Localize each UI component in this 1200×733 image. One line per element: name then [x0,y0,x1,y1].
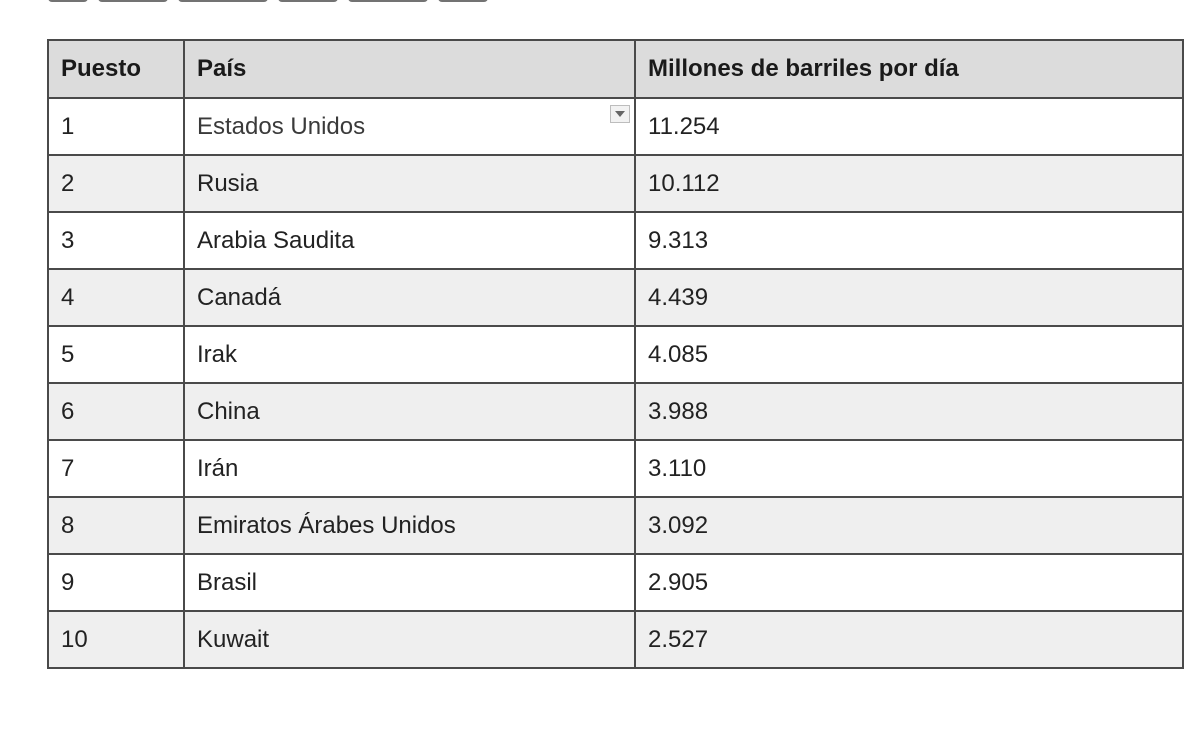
country-cell[interactable]: Kuwait [183,610,636,669]
table-row: 7 Irán 3.110 [47,439,1184,498]
country-cell[interactable]: Irak [183,325,636,384]
table-row: 9 Brasil 2.905 [47,553,1184,612]
value-cell[interactable]: 4.085 [634,325,1184,384]
rank-cell[interactable]: 9 [47,553,185,612]
value-cell[interactable]: 2.905 [634,553,1184,612]
rank-cell[interactable]: 5 [47,325,185,384]
table-row: 5 Irak 4.085 [47,325,1184,384]
rank-cell[interactable]: 3 [47,211,185,270]
column-header-country[interactable]: País [183,39,636,99]
rank-cell[interactable]: 4 [47,268,185,327]
country-cell[interactable]: Brasil [183,553,636,612]
country-cell[interactable]: Irán [183,439,636,498]
value-cell[interactable]: 10.112 [634,154,1184,213]
country-cell-text: Estados Unidos [197,112,366,140]
column-header-barrels[interactable]: Millones de barriles por día [634,39,1184,99]
cropped-heading-fragment [48,0,608,6]
table-row: 3 Arabia Saudita 9.313 [47,211,1184,270]
chevron-down-icon [615,111,625,117]
value-cell[interactable]: 4.439 [634,268,1184,327]
rank-cell[interactable]: 8 [47,496,185,555]
country-cell[interactable]: Emiratos Árabes Unidos [183,496,636,555]
table-row: 6 China 3.988 [47,382,1184,441]
rank-cell[interactable]: 10 [47,610,185,669]
rank-cell[interactable]: 7 [47,439,185,498]
table-row: 1 Estados Unidos 11.254 [47,97,1184,156]
rank-cell[interactable]: 2 [47,154,185,213]
country-cell[interactable]: Canadá [183,268,636,327]
cell-dropdown-button[interactable] [610,105,630,123]
table-row: 2 Rusia 10.112 [47,154,1184,213]
table-row: 4 Canadá 4.439 [47,268,1184,327]
country-cell[interactable]: Arabia Saudita [183,211,636,270]
country-cell[interactable]: Rusia [183,154,636,213]
value-cell[interactable]: 3.988 [634,382,1184,441]
table-header-row: Puesto País Millones de barriles por día [47,39,1184,99]
oil-production-table: Puesto País Millones de barriles por día… [47,39,1184,669]
rank-cell[interactable]: 1 [47,97,185,156]
value-cell[interactable]: 11.254 [634,97,1184,156]
value-cell[interactable]: 3.110 [634,439,1184,498]
country-cell-selected[interactable]: Estados Unidos [183,97,636,156]
table-row: 8 Emiratos Árabes Unidos 3.092 [47,496,1184,555]
rank-cell[interactable]: 6 [47,382,185,441]
value-cell[interactable]: 9.313 [634,211,1184,270]
table-row: 10 Kuwait 2.527 [47,610,1184,669]
value-cell[interactable]: 3.092 [634,496,1184,555]
value-cell[interactable]: 2.527 [634,610,1184,669]
country-cell[interactable]: China [183,382,636,441]
column-header-rank[interactable]: Puesto [47,39,185,99]
